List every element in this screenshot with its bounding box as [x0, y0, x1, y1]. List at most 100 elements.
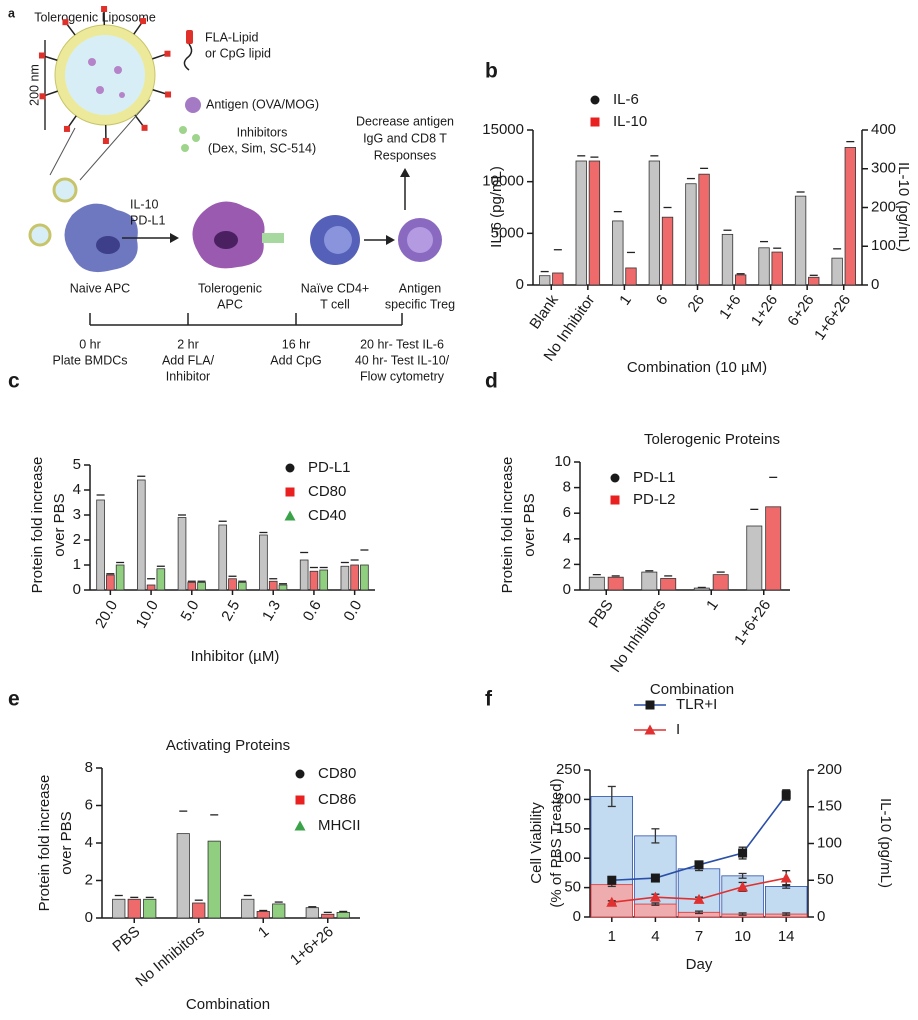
y-axis-title: over PBS	[58, 811, 75, 874]
bar	[350, 564, 359, 591]
bar	[143, 898, 157, 919]
cell-label: Naive APC	[70, 281, 130, 295]
timeline-text: Plate BMDCs	[52, 353, 127, 367]
y-tick-label: 5	[73, 456, 81, 473]
timeline-steps: 0 hr Plate BMDCs 2 hr Add FLA/Inhibitor 16 h…	[52, 313, 450, 383]
marker	[590, 95, 600, 105]
bar	[176, 833, 190, 919]
bar	[539, 275, 551, 286]
marker	[295, 795, 305, 805]
marker	[607, 875, 617, 885]
x-axis-title: Combination	[650, 681, 734, 698]
small-liposome	[52, 177, 78, 203]
legend-label: CD80	[318, 765, 356, 782]
bar	[360, 564, 369, 591]
panel-a-diagram: a Tolerogenic Liposome 200 nm FLA-Lipid …	[8, 6, 455, 383]
marker	[649, 891, 661, 902]
legend-label: PD-L2	[633, 491, 676, 508]
bar	[187, 582, 197, 591]
legend-label: CD80	[308, 483, 346, 500]
x-tick-label: PBS	[109, 923, 143, 955]
legend-text: FLA-Lipid	[205, 30, 259, 44]
bar	[765, 506, 782, 591]
inhibitor-icon	[181, 144, 189, 152]
bar	[207, 840, 221, 919]
y-axis-title: over PBS	[51, 493, 68, 556]
x-tick-label: No Inhibitors	[607, 597, 669, 676]
bar	[575, 160, 587, 286]
y-tick-label: 5000	[491, 224, 524, 241]
y-axis-title: Cell Viability	[528, 802, 545, 884]
bar	[660, 578, 677, 591]
y-tick-label: 2	[563, 555, 571, 572]
x-tick-label: 10.0	[133, 597, 162, 631]
chart-title: Activating Proteins	[166, 737, 290, 754]
marker	[650, 873, 660, 883]
marker	[606, 896, 618, 907]
x-tick-label: 6+26	[784, 292, 817, 329]
lipid-head	[141, 124, 148, 131]
cell-label: specific Treg	[385, 297, 455, 311]
liposome	[38, 6, 172, 144]
legend-label: I	[676, 721, 680, 738]
x-tick-label: Blank	[526, 291, 562, 332]
y2-tick-label: 400	[871, 121, 896, 138]
y-tick-label: 1	[73, 556, 81, 573]
bar	[588, 160, 601, 286]
y-axis-title: Protein fold increase	[29, 457, 46, 594]
y-tick-label: 8	[85, 759, 93, 776]
zoom-line	[79, 99, 151, 181]
timeline-text: Add CpG	[270, 353, 321, 367]
antigen-icon	[185, 97, 201, 113]
bar	[228, 578, 237, 591]
synapse	[262, 233, 284, 243]
x-tick-label: 1	[255, 923, 272, 941]
bar	[625, 267, 637, 286]
legend-label: TLR+I	[676, 696, 717, 713]
lipid-head	[102, 137, 109, 144]
bar	[218, 524, 228, 591]
liposome-core	[65, 35, 145, 115]
bar	[340, 565, 350, 591]
lipid-icon	[186, 30, 193, 44]
x-tick-label: 1+6+26	[811, 292, 854, 343]
legend-text: Antigen (OVA/MOG)	[206, 97, 319, 111]
chart-panel: c 0 1 2 3 4 5 Protein fold increase over PBS Inhi…	[8, 370, 375, 665]
bar	[177, 517, 187, 591]
x-axis-title: Day	[686, 956, 713, 973]
y-tick-label: 100	[556, 849, 581, 866]
x-tick-label: 5.0	[178, 597, 203, 624]
bar	[106, 574, 115, 591]
y-tick-label: 0	[85, 909, 93, 926]
bar	[259, 534, 268, 591]
x-tick-label: 6	[653, 292, 672, 309]
bar	[693, 587, 710, 591]
lipid-head	[140, 18, 147, 25]
y-axis-title: Protein fold increase	[499, 457, 516, 594]
timeline-text: 0 hr	[79, 337, 101, 351]
bar	[661, 216, 674, 286]
legend-label: IL-10	[613, 113, 647, 130]
bar	[746, 525, 763, 591]
cell-label: APC	[217, 297, 243, 311]
lipid-head	[63, 125, 70, 132]
antigen	[119, 92, 125, 98]
arrow-head	[400, 168, 410, 177]
marker	[284, 510, 296, 521]
x-tick-label: 1+6+26	[731, 597, 774, 648]
legend-label: CD40	[308, 507, 346, 524]
bar	[612, 220, 624, 286]
y-tick-label: 4	[73, 481, 81, 498]
panel-label: c	[8, 370, 20, 393]
y-tick-label: 15000	[482, 121, 524, 138]
x-axis-title: Combination	[186, 996, 270, 1013]
bar	[336, 911, 350, 919]
y2-tick-label: 100	[871, 237, 896, 254]
y-tick-label: 6	[563, 504, 571, 521]
antigen	[88, 58, 96, 66]
y-tick-label: 250	[556, 761, 581, 778]
panel-label: d	[485, 370, 498, 393]
inhibitor-icon	[179, 126, 187, 134]
x-axis-title: Inhibitor (µM)	[191, 648, 280, 665]
bar	[115, 564, 125, 591]
